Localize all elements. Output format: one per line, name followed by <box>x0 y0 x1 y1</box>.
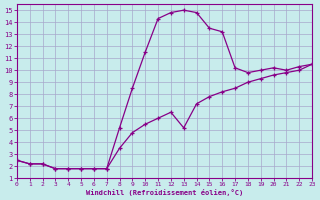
X-axis label: Windchill (Refroidissement éolien,°C): Windchill (Refroidissement éolien,°C) <box>86 189 243 196</box>
